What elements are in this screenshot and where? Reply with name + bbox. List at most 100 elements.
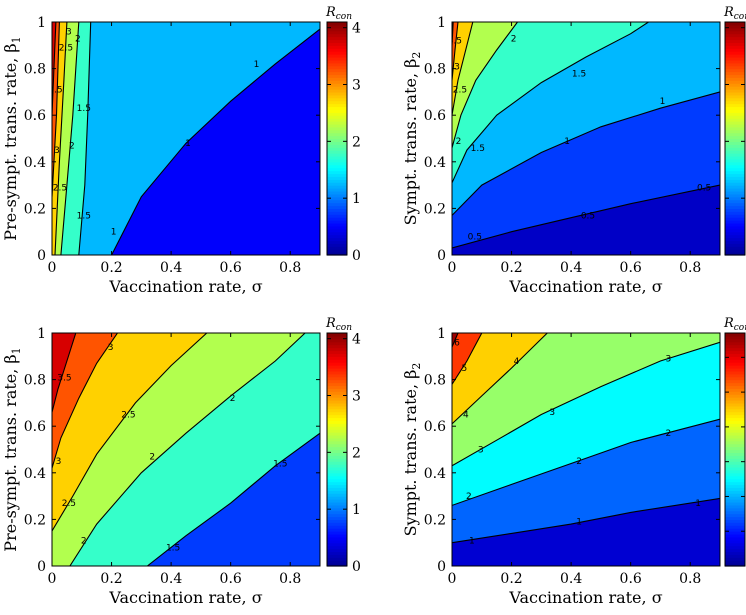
colorbar-segment (725, 155, 745, 160)
y-tick-label: 0.6 (424, 419, 446, 435)
colorbar-segment (725, 176, 745, 180)
colorbar-segment (725, 397, 745, 401)
colorbar-segment (327, 231, 347, 236)
contour-line-1 (111, 28, 320, 255)
colorbar-segment (327, 109, 347, 113)
colorbar-segment (725, 103, 745, 108)
colorbar-segment (327, 211, 347, 215)
contour-line-3 (52, 333, 118, 469)
colorbar-segment (327, 83, 347, 87)
colorbar-segment (327, 33, 347, 38)
colorbar-segment (327, 399, 347, 404)
contour-label: 0.5 (697, 183, 711, 193)
colorbar-segment (327, 487, 347, 491)
colorbar-segment (327, 91, 347, 96)
colorbar-segment (327, 68, 347, 73)
colorbar-segment (327, 452, 347, 456)
y-tick-label: 0 (37, 559, 46, 575)
colorbar-segment (327, 420, 347, 424)
colorbar-segment (327, 359, 347, 363)
colorbar-segment (725, 466, 745, 471)
colorbar-segment (725, 373, 745, 378)
x-tick-label: 0.2 (500, 571, 522, 587)
colorbar-segment (327, 196, 347, 201)
colorbar-segment (327, 522, 347, 526)
colorbar-segment (725, 510, 745, 515)
colorbar-title: Rcon (723, 5, 746, 22)
contour-label: 4 (463, 411, 469, 421)
colorbar-segment (725, 167, 745, 172)
colorbar-segment (725, 531, 745, 535)
colorbar-segment (725, 231, 745, 236)
colorbar-tick-label: 0 (352, 248, 361, 264)
contour-band (452, 22, 458, 81)
colorbar-frame (326, 332, 348, 567)
contour-line-1 (452, 91, 720, 216)
colorbar-segment (327, 22, 347, 26)
contour-line-3-5 (52, 333, 77, 413)
colorbar-segment (725, 560, 745, 564)
colorbar-segment (327, 36, 347, 41)
contour-line-1 (452, 497, 720, 544)
plot-frame (451, 332, 721, 567)
contour-label: 2.5 (59, 44, 73, 54)
colorbar-segment (725, 391, 745, 395)
colorbar-segment (725, 557, 745, 561)
colorbar-segment (725, 144, 745, 148)
contour-band (452, 22, 518, 148)
colorbar-segment (725, 350, 745, 354)
colorbar-segment (327, 391, 347, 395)
colorbar-segment (327, 414, 347, 419)
colorbar-segment (725, 487, 745, 491)
colorbar-segment (725, 382, 745, 387)
contour-label: 1.5 (166, 543, 180, 553)
contour-label: 2 (69, 141, 75, 151)
colorbar-segment (725, 36, 745, 41)
x-tick-label: 0.8 (279, 571, 301, 587)
colorbar-segment (327, 557, 347, 561)
colorbar-segment (725, 437, 745, 442)
colorbar-segment (725, 77, 745, 81)
colorbar-segment (327, 493, 347, 497)
contour-label: 2 (666, 429, 672, 439)
colorbar-segment (725, 528, 745, 532)
colorbar-segment (725, 249, 745, 253)
plot-frame (51, 21, 321, 256)
contour-panel-bottom-right: 1 2 3 4 5 6 3 2 1 1 2 3 4 0 0.2 0.4 0.6 0.8 0 0.2 0.4 0.6 0.8 1… (401, 316, 746, 607)
y-tick-label: 0 (437, 559, 446, 575)
colorbar-segment (725, 344, 745, 349)
colorbar-tick-label: 4 (352, 332, 361, 348)
colorbar-segment (327, 478, 347, 483)
colorbar-segment (725, 423, 745, 427)
colorbar-segment (725, 214, 745, 218)
contour-label: 2.5 (453, 86, 467, 96)
colorbar-segment (327, 408, 347, 413)
y-tick-label: 1 (37, 15, 46, 31)
colorbar-segment (327, 560, 347, 564)
colorbar-segment (327, 237, 347, 242)
colorbar-segment (725, 246, 745, 250)
colorbar-segment (725, 243, 745, 247)
x-tick-label: 0.2 (500, 260, 522, 276)
colorbar-segment (327, 27, 347, 32)
x-tick-label: 0.6 (220, 571, 242, 587)
contour-label: 3.5 (48, 86, 62, 96)
colorbar-segment (327, 164, 347, 169)
colorbar-segment (725, 376, 745, 381)
colorbar-segment (725, 135, 745, 140)
colorbar-segment (725, 484, 745, 488)
colorbar-segment (725, 109, 745, 113)
contour-label: 2.5 (53, 183, 67, 193)
contour-label: 1.5 (471, 144, 485, 154)
contour-line-3 (452, 22, 459, 81)
colorbar-segment (327, 432, 347, 436)
y-tick-label: 0.4 (424, 155, 446, 171)
colorbar-segment (725, 54, 745, 58)
y-tick-label: 0.6 (424, 108, 446, 124)
y-axis-title: Pre-sympt. trans. rate, β1 (1, 347, 23, 551)
contour-line-2 (60, 22, 80, 255)
colorbar-segment (327, 59, 347, 64)
contour-label: 3.5 (57, 373, 71, 383)
colorbar-segment (327, 443, 347, 448)
